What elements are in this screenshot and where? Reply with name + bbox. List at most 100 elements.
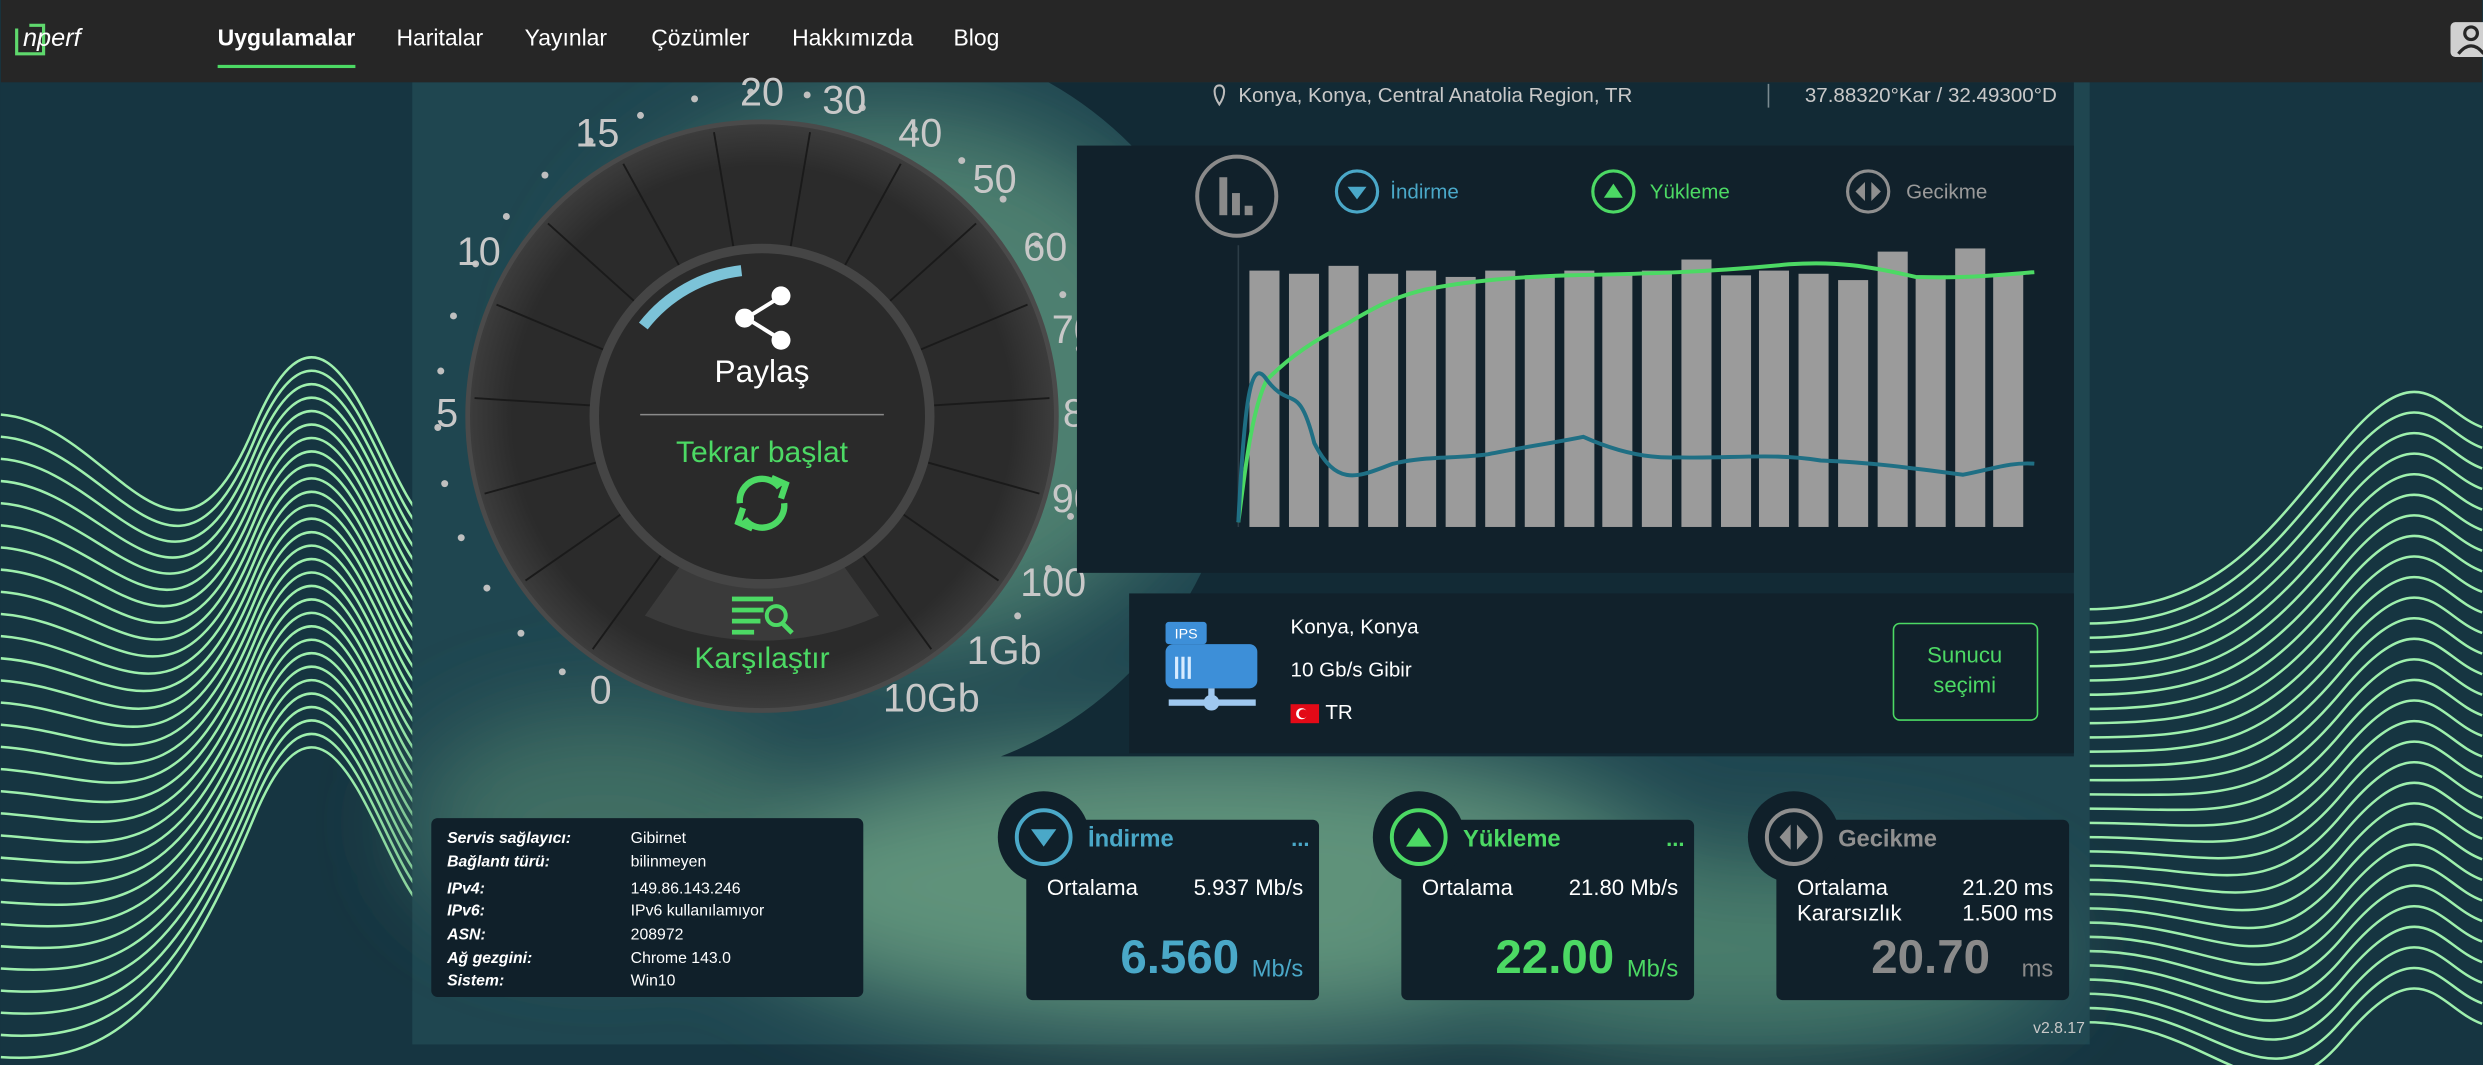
- connection-panel: [431, 818, 864, 997]
- share-label[interactable]: Paylaş: [715, 353, 810, 389]
- wave-line: [2086, 699, 2483, 827]
- wave-line: [2086, 740, 2483, 860]
- wave-line: [2086, 843, 2483, 948]
- gauge-dot: [958, 157, 966, 165]
- card-unit: Mb/s: [1252, 956, 1303, 982]
- wave-line: [2086, 761, 2483, 877]
- card-menu[interactable]: ...: [1666, 826, 1684, 851]
- server-button[interactable]: [1892, 622, 2039, 721]
- result-cards: İndirme ... Ortalama 5.937 Mb/s Mb/s 6.560 Yük…: [997, 791, 2070, 1001]
- nav-item[interactable]: Blog: [953, 25, 999, 51]
- card-icon: [1764, 808, 1823, 867]
- gauge-dot: [541, 171, 549, 179]
- wave-line: [2086, 905, 2483, 1003]
- server-button-label[interactable]: Sunucu: [1927, 643, 2002, 668]
- legend-latency[interactable]: Gecikme: [1846, 169, 1988, 214]
- nav-item[interactable]: Yayınlar: [525, 25, 608, 51]
- gauge-segments: [474, 132, 1050, 650]
- wave-line: [0, 436, 429, 608]
- card-icon-bg: [1747, 791, 1840, 884]
- wave-line: [2086, 514, 2483, 696]
- gauge-divider: [789, 132, 811, 248]
- share-icon[interactable]: [735, 286, 791, 350]
- graph-bar: [1249, 270, 1280, 527]
- share-icon-dot: [771, 330, 791, 350]
- refresh-arc: [742, 502, 788, 531]
- gauge-divider: [888, 222, 977, 303]
- wave-line: [2086, 431, 2483, 639]
- nav-item[interactable]: Hakkımızda: [792, 25, 913, 51]
- card-icon: [1014, 808, 1073, 867]
- card-title: Gecikme: [1838, 827, 1937, 853]
- card-icon: [1389, 808, 1448, 867]
- card-row-label: Ortalama: [1797, 875, 1889, 900]
- nav-item[interactable]: Çözümler: [651, 25, 750, 51]
- graph-toggle-bar: [1232, 193, 1240, 216]
- gauge-divider: [919, 303, 1028, 351]
- graph-bar: [1406, 270, 1437, 527]
- card-row-value: 21.80 Mb/s: [1569, 875, 1679, 900]
- server-body: [1165, 644, 1258, 689]
- card-row-value: 1.500 ms: [1962, 901, 2053, 926]
- restart-label[interactable]: Tekrar başlat: [676, 436, 849, 469]
- gauge-dot: [1059, 291, 1067, 299]
- compare-label[interactable]: Karşılaştır: [694, 642, 829, 675]
- connection-value: Chrome 143.0: [631, 950, 731, 967]
- server-country: TR: [1325, 701, 1352, 724]
- graph-bar: [1758, 270, 1790, 527]
- graph-toggle[interactable]: [1195, 154, 1279, 238]
- wave-line: [0, 651, 429, 906]
- wave-line: [0, 450, 429, 625]
- server-city: Konya, Konya: [1291, 616, 1420, 639]
- graph-bar: [1681, 259, 1712, 527]
- graph-bar: [1877, 251, 1908, 527]
- graph-bars: [1249, 248, 2024, 527]
- gauge-dot: [637, 111, 644, 119]
- card-unit: ms: [2022, 956, 2054, 982]
- card-value: 6.560: [1120, 931, 1239, 984]
- gauge-label: 30: [822, 78, 866, 122]
- logo[interactable]: nperf: [15, 23, 84, 56]
- gauge-dot: [910, 126, 918, 134]
- card-menu[interactable]: ...: [1291, 826, 1309, 851]
- location-coords: 37.88320°Kar / 32.49300°D: [1805, 84, 2057, 107]
- compare-icon-bar: [731, 629, 755, 635]
- card-row-label: Ortalama: [1047, 875, 1139, 900]
- wave-line: [2086, 390, 2483, 611]
- legend-icon-arrow: [1603, 183, 1623, 198]
- wave-line: [2086, 575, 2483, 739]
- graph-bar: [1641, 270, 1672, 527]
- gauge-label: 0: [590, 669, 612, 713]
- restart-icon[interactable]: [734, 475, 790, 532]
- gauge-divider: [524, 512, 623, 582]
- server-button-label[interactable]: seçimi: [1933, 673, 1996, 698]
- wave-line: [0, 732, 429, 1037]
- wave-line: [2086, 411, 2483, 625]
- gauge-divider: [474, 397, 592, 407]
- user-button[interactable]: [2450, 22, 2483, 57]
- connection-label: Ağ gezgini:: [446, 950, 532, 967]
- card-bg: [1026, 819, 1320, 1001]
- nav-item[interactable]: Uygulamalar: [218, 25, 356, 51]
- user-icon: [2457, 44, 2483, 55]
- card-unit: Mb/s: [1627, 956, 1678, 982]
- gauge-divider: [622, 163, 681, 267]
- card-row-label: Kararsızlık: [1797, 901, 1903, 926]
- connection-value: IPv6 kullanılamıyor: [631, 903, 765, 920]
- gauge-divider: [713, 132, 735, 248]
- gauge-dot: [999, 195, 1007, 203]
- connection-label: ASN:: [446, 926, 486, 943]
- compare-icon: [731, 596, 794, 635]
- graph-bar: [1915, 275, 1946, 527]
- legend-download[interactable]: İndirme: [1334, 169, 1459, 214]
- gauge-divider: [926, 461, 1040, 495]
- gauge-label: 100: [1020, 561, 1086, 605]
- wave-line: [2086, 493, 2483, 682]
- wave-line: [0, 477, 429, 658]
- card-row-value: 5.937 Mb/s: [1194, 875, 1304, 900]
- legend-icon: [1846, 169, 1891, 214]
- gauge-label: 40: [898, 112, 942, 156]
- connection-value: 149.86.143.246: [631, 881, 741, 898]
- nav-item[interactable]: Haritalar: [396, 25, 483, 51]
- legend-upload[interactable]: Yükleme: [1591, 169, 1730, 214]
